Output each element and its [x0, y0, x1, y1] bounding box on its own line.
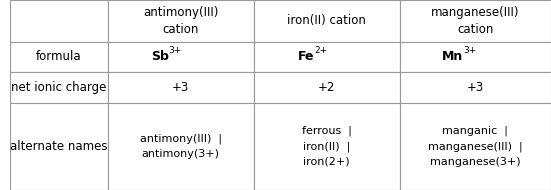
Text: 2+: 2+ [315, 46, 328, 55]
Text: manganese(III)
cation: manganese(III) cation [431, 6, 520, 36]
Bar [399, 0, 551, 42]
Text: 3+: 3+ [169, 46, 182, 55]
Bar [107, 72, 253, 103]
Text: antimony(III)
cation: antimony(III) cation [143, 6, 218, 36]
Text: +3: +3 [467, 81, 484, 94]
Text: alternate names: alternate names [10, 140, 108, 153]
Text: Mn: Mn [442, 51, 463, 63]
Bar [253, 103, 399, 190]
Text: manganic  |
manganese(III)  |
manganese(3+): manganic | manganese(III) | manganese(3+… [428, 126, 522, 167]
Text: ferrous  |
iron(II)  |
iron(2+): ferrous | iron(II) | iron(2+) [302, 126, 352, 167]
Text: Fe: Fe [298, 51, 315, 63]
Text: +2: +2 [318, 81, 336, 94]
Bar [10, 42, 107, 72]
Text: 3+: 3+ [463, 46, 477, 55]
Bar [10, 0, 107, 42]
Text: +3: +3 [172, 81, 189, 94]
Bar [399, 72, 551, 103]
Bar [107, 0, 253, 42]
Bar [253, 0, 399, 42]
Bar [399, 103, 551, 190]
Bar [10, 103, 107, 190]
Bar [253, 72, 399, 103]
Text: net ionic charge: net ionic charge [11, 81, 107, 94]
Bar [399, 42, 551, 72]
Bar [107, 103, 253, 190]
Bar [107, 42, 253, 72]
Bar [10, 72, 107, 103]
Bar [253, 42, 399, 72]
Text: formula: formula [36, 51, 82, 63]
Text: antimony(III)  |
antimony(3+): antimony(III) | antimony(3+) [139, 134, 222, 159]
Text: Sb: Sb [151, 51, 169, 63]
Text: iron(II) cation: iron(II) cation [287, 14, 366, 27]
